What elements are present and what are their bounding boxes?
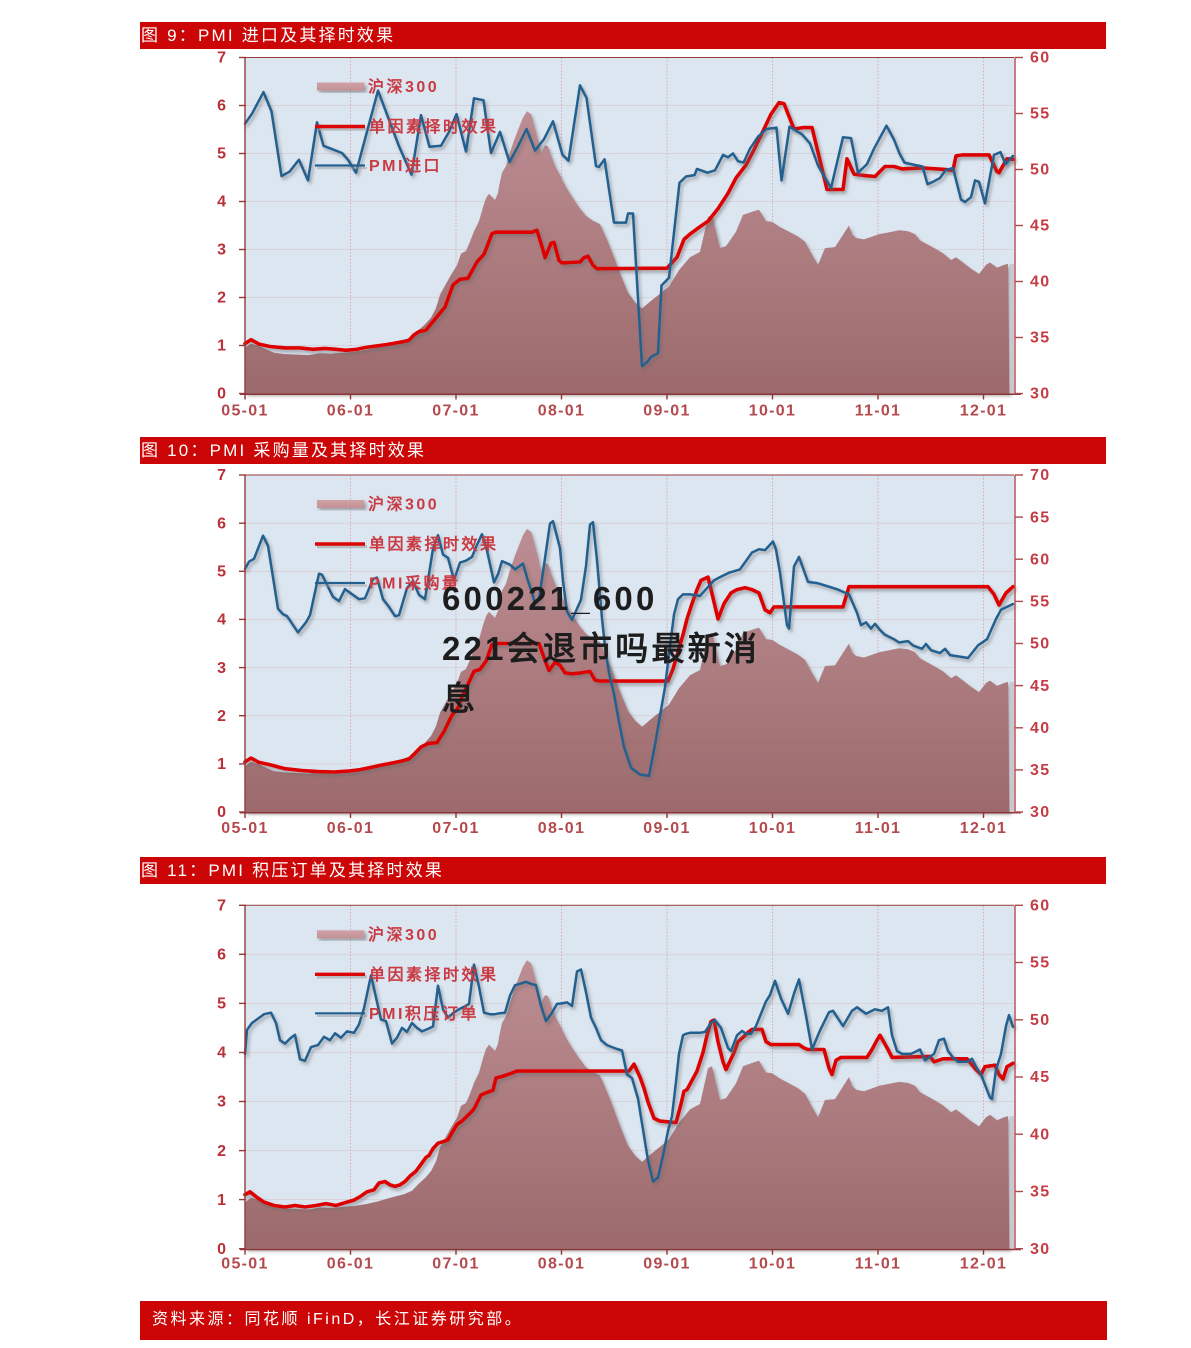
svg-text:4: 4 [217,612,226,629]
svg-text:10-01: 10-01 [749,403,796,420]
svg-text:55: 55 [1030,594,1050,611]
svg-text:60: 60 [1030,552,1050,569]
svg-text:07-01: 07-01 [432,1256,479,1273]
svg-text:06-01: 06-01 [327,820,374,837]
svg-text:60: 60 [1030,898,1050,915]
svg-text:7: 7 [217,898,226,915]
svg-text:PMI采购量: PMI采购量 [369,574,460,593]
svg-text:07-01: 07-01 [432,820,479,837]
svg-text:65: 65 [1030,509,1050,526]
svg-text:70: 70 [1030,467,1050,484]
svg-text:2: 2 [217,290,226,307]
svg-text:0: 0 [217,386,226,403]
svg-text:07-01: 07-01 [432,403,479,420]
svg-text:0: 0 [217,1241,226,1258]
svg-text:6: 6 [217,515,226,532]
svg-text:1: 1 [217,338,226,355]
svg-text:2: 2 [217,1143,226,1160]
svg-text:10-01: 10-01 [749,820,796,837]
svg-text:08-01: 08-01 [538,820,585,837]
svg-text:05-01: 05-01 [221,820,268,837]
svg-text:08-01: 08-01 [538,403,585,420]
svg-text:11-01: 11-01 [855,1256,902,1273]
svg-text:30: 30 [1030,804,1050,821]
svg-text:3: 3 [217,1094,226,1111]
svg-text:50: 50 [1030,162,1050,179]
svg-text:12-01: 12-01 [960,403,1007,420]
svg-text:05-01: 05-01 [221,403,268,420]
svg-text:沪深300: 沪深300 [368,925,439,944]
svg-text:4: 4 [217,1045,226,1062]
svg-text:单因素择时效果: 单因素择时效果 [369,965,499,984]
svg-text:06-01: 06-01 [327,403,374,420]
svg-text:0: 0 [217,804,226,821]
svg-text:35: 35 [1030,762,1050,779]
svg-text:6: 6 [217,98,226,115]
svg-text:7: 7 [217,467,226,484]
svg-text:3: 3 [217,242,226,259]
svg-text:45: 45 [1030,218,1050,235]
svg-text:60: 60 [1030,50,1050,67]
svg-text:09-01: 09-01 [643,820,690,837]
svg-text:35: 35 [1030,330,1050,347]
svg-text:45: 45 [1030,1069,1050,1086]
svg-text:35: 35 [1030,1184,1050,1201]
svg-text:11-01: 11-01 [855,403,902,420]
svg-text:06-01: 06-01 [327,1256,374,1273]
svg-text:05-01: 05-01 [221,1256,268,1273]
svg-text:5: 5 [217,996,226,1013]
svg-text:1: 1 [217,1192,226,1209]
svg-text:40: 40 [1030,274,1050,291]
svg-text:5: 5 [217,146,226,163]
svg-text:5: 5 [217,564,226,581]
svg-text:09-01: 09-01 [643,1256,690,1273]
svg-text:12-01: 12-01 [960,1256,1007,1273]
svg-text:11-01: 11-01 [855,820,902,837]
svg-text:10-01: 10-01 [749,1256,796,1273]
svg-text:PMI进口: PMI进口 [369,157,442,175]
svg-text:08-01: 08-01 [538,1256,585,1273]
svg-text:12-01: 12-01 [960,820,1007,837]
svg-text:50: 50 [1030,1012,1050,1029]
svg-text:6: 6 [217,947,226,964]
svg-text:沪深300: 沪深300 [368,77,439,96]
svg-text:单因素择时效果: 单因素择时效果 [369,535,499,554]
svg-text:PMI积压订单: PMI积压订单 [369,1004,479,1023]
svg-text:单因素择时效果: 单因素择时效果 [369,117,499,136]
svg-text:40: 40 [1030,1126,1050,1143]
svg-text:55: 55 [1030,106,1050,123]
svg-text:45: 45 [1030,678,1050,695]
svg-text:30: 30 [1030,386,1050,403]
svg-text:7: 7 [217,50,226,67]
svg-text:1: 1 [217,756,226,773]
svg-text:3: 3 [217,660,226,677]
svg-text:40: 40 [1030,720,1050,737]
svg-text:沪深300: 沪深300 [368,495,439,514]
svg-text:4: 4 [217,194,226,211]
svg-text:2: 2 [217,708,226,725]
svg-text:55: 55 [1030,955,1050,972]
svg-text:09-01: 09-01 [643,403,690,420]
svg-text:50: 50 [1030,636,1050,653]
svg-text:30: 30 [1030,1241,1050,1258]
